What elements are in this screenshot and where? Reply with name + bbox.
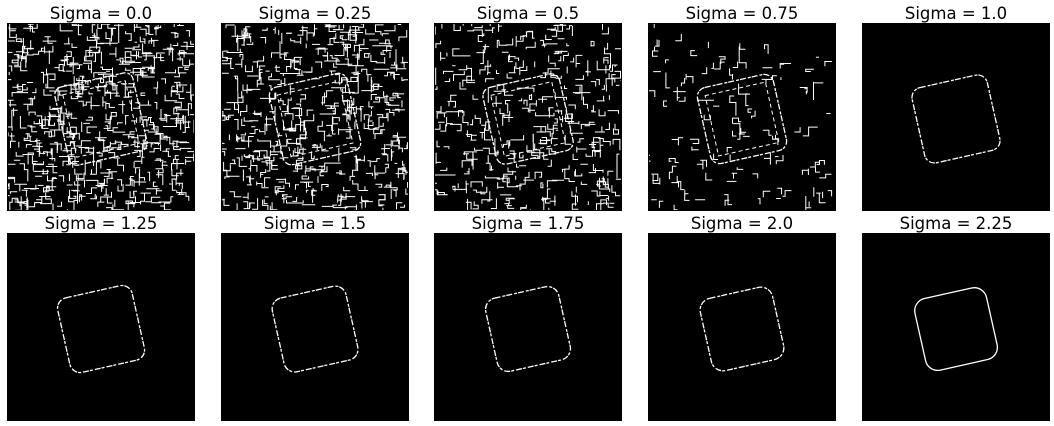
edge-image bbox=[434, 233, 622, 421]
square-contour-shape bbox=[699, 286, 785, 372]
edge-image bbox=[434, 23, 622, 211]
panel-title: Sigma = 0.5 bbox=[476, 4, 580, 23]
edge-noise bbox=[222, 24, 408, 210]
panel-title: Sigma = 1.5 bbox=[263, 214, 367, 233]
square-contour-shape bbox=[268, 72, 362, 166]
square-contour bbox=[699, 286, 785, 372]
edge-noise bbox=[8, 24, 194, 210]
panel-title: Sigma = 0.25 bbox=[258, 4, 372, 23]
square-inner-contour bbox=[490, 81, 566, 157]
edge-image bbox=[862, 23, 1050, 211]
panel-title: Sigma = 0.0 bbox=[49, 4, 153, 23]
square-contour bbox=[914, 287, 999, 372]
edge-noise bbox=[435, 24, 621, 210]
square-contour bbox=[911, 74, 1001, 164]
edge-image bbox=[862, 233, 1050, 421]
square-contour-shape bbox=[482, 73, 574, 165]
edge-image bbox=[648, 23, 836, 211]
panel-title: Sigma = 2.25 bbox=[899, 214, 1013, 233]
panel-title: Sigma = 1.0 bbox=[904, 4, 1008, 23]
square-contour bbox=[696, 73, 788, 165]
square-contour-shape bbox=[54, 72, 148, 166]
panel-title: Sigma = 2.0 bbox=[690, 214, 794, 233]
edge-image bbox=[648, 233, 836, 421]
square-contour bbox=[54, 72, 148, 166]
square-contour bbox=[56, 284, 146, 374]
square-inner-contour bbox=[276, 80, 354, 158]
square-contour bbox=[482, 73, 574, 165]
square-inner-contour bbox=[704, 81, 780, 157]
edge-noise bbox=[649, 24, 833, 210]
square-contour bbox=[271, 285, 359, 373]
edge-image bbox=[7, 23, 195, 211]
square-inner-contour bbox=[62, 80, 140, 158]
square-contour-shape bbox=[484, 285, 572, 373]
square-contour-shape bbox=[56, 284, 146, 374]
square-contour-shape bbox=[914, 287, 999, 372]
edge-image bbox=[7, 233, 195, 421]
panel-title: Sigma = 1.25 bbox=[44, 214, 158, 233]
panel-title: Sigma = 0.75 bbox=[685, 4, 799, 23]
square-contour bbox=[268, 72, 362, 166]
square-contour-shape bbox=[271, 285, 359, 373]
square-contour-shape bbox=[911, 74, 1001, 164]
edge-image bbox=[221, 233, 409, 421]
square-contour-shape bbox=[696, 73, 788, 165]
edge-image bbox=[221, 23, 409, 211]
panel-title: Sigma = 1.75 bbox=[471, 214, 585, 233]
square-contour bbox=[484, 285, 572, 373]
